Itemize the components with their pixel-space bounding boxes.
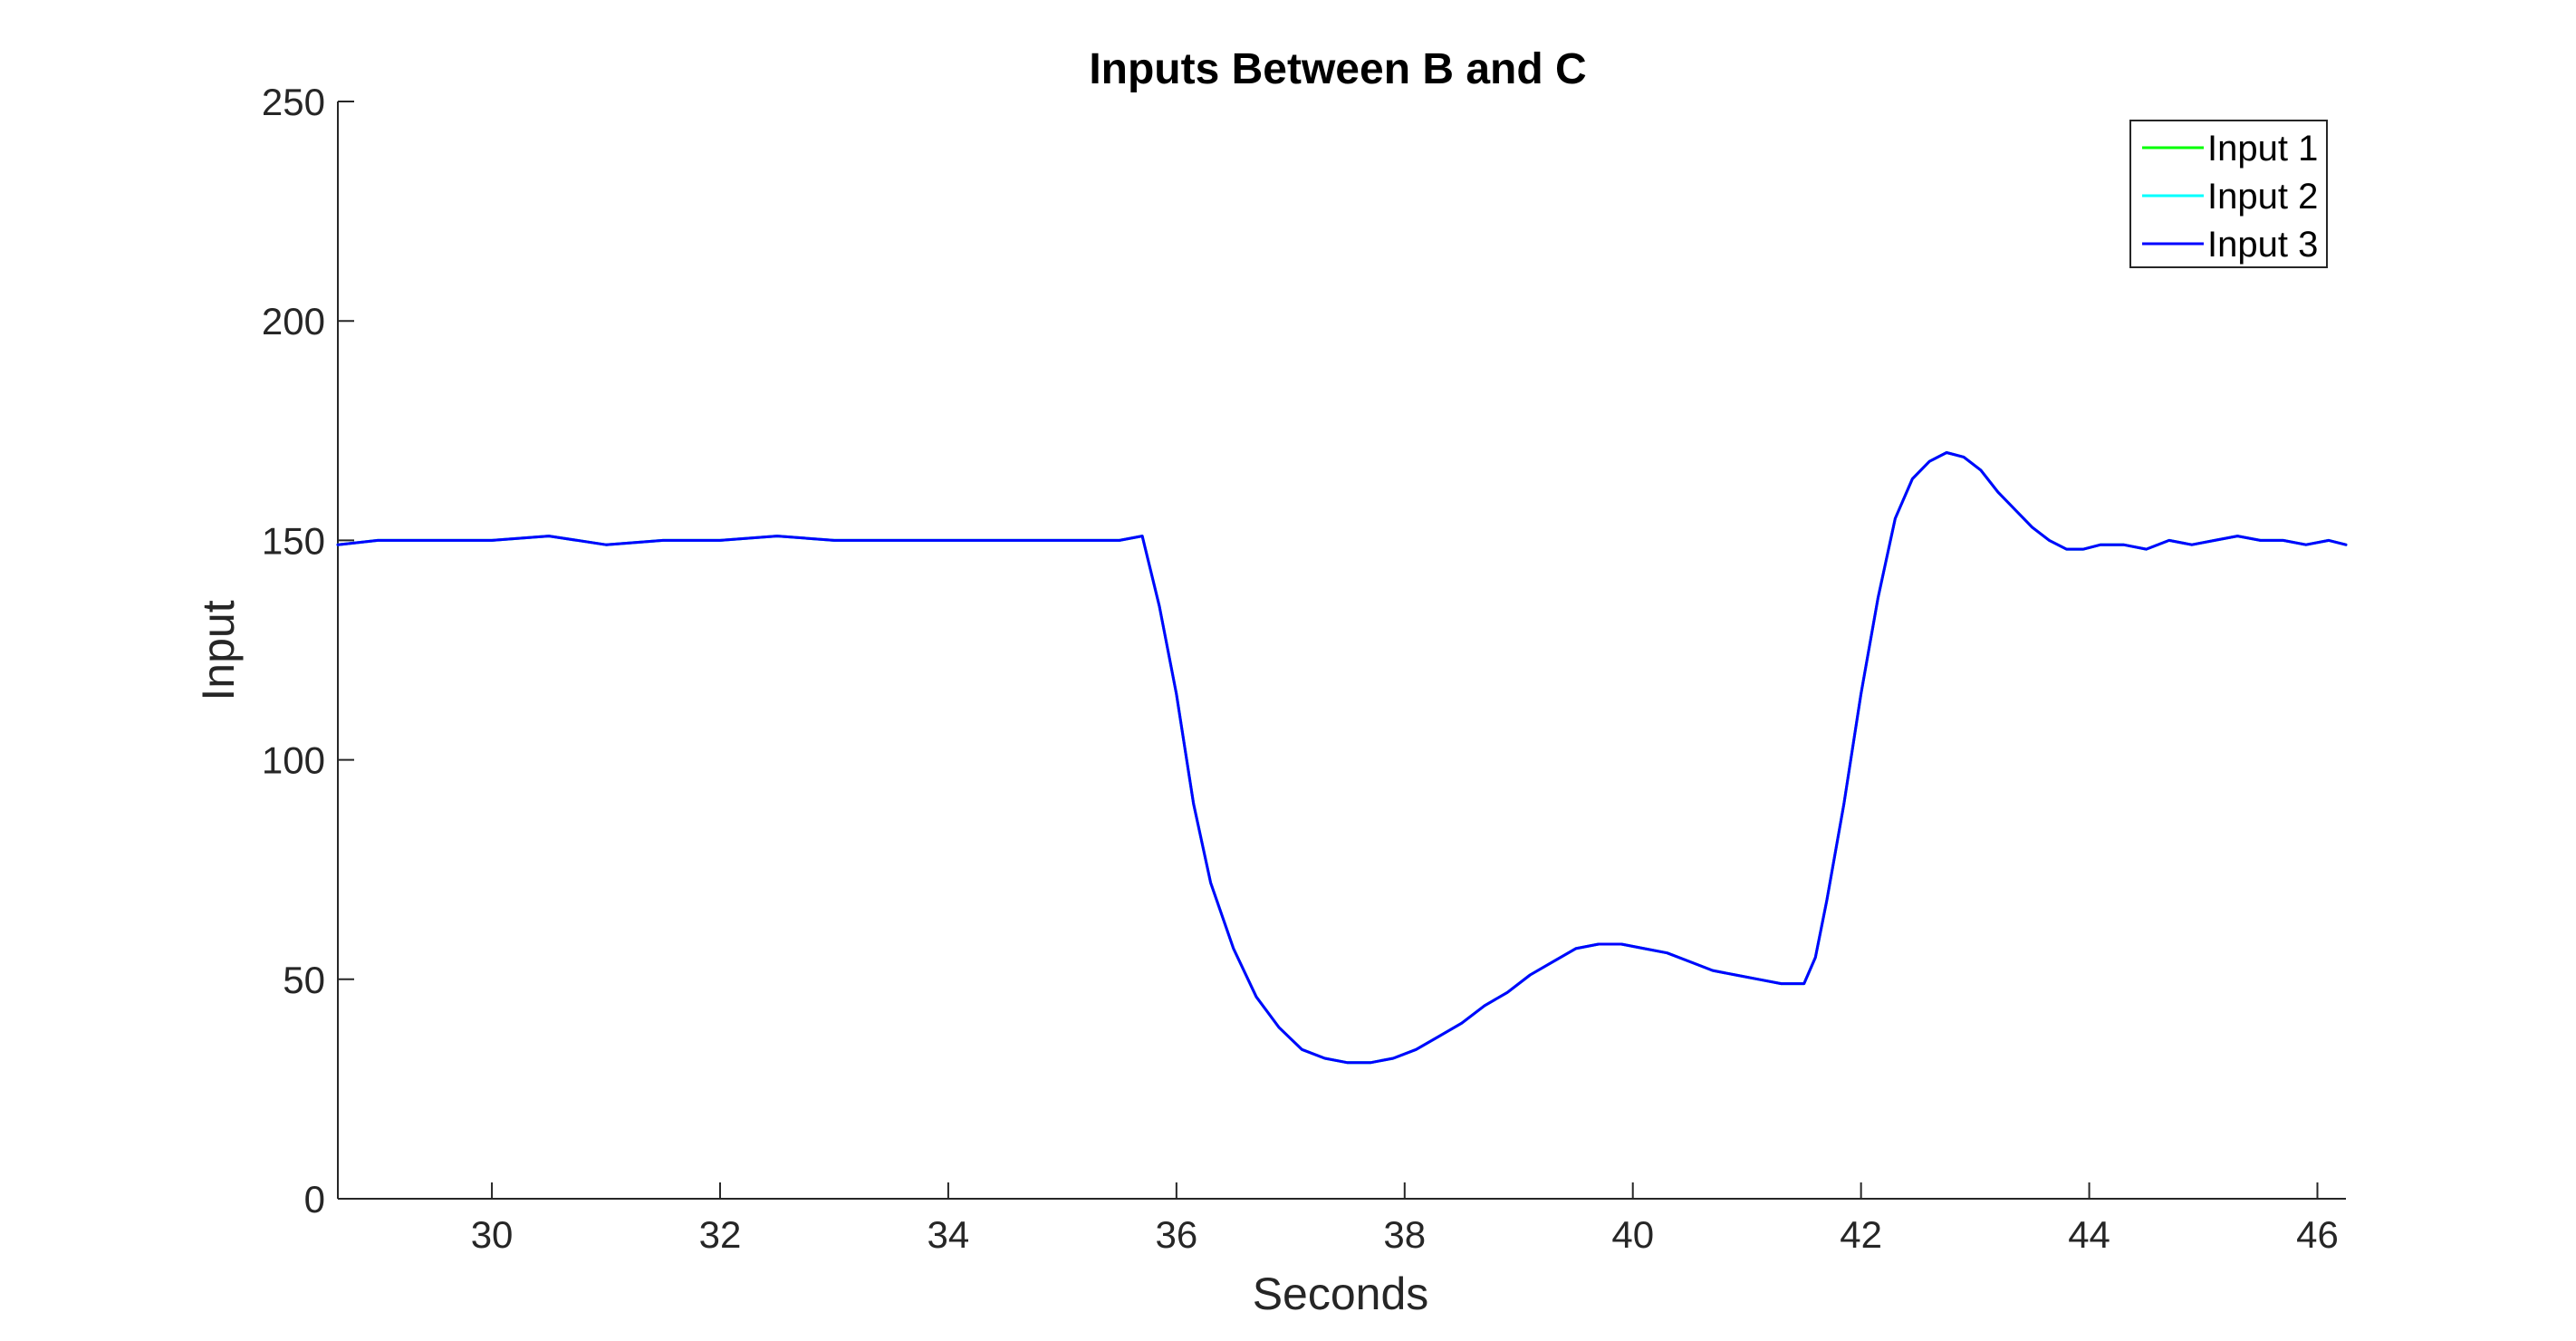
y-axis-ticks: 0 50 100 150 200 250 [262, 81, 354, 1220]
x-tick-label: 46 [2296, 1213, 2339, 1256]
legend-label: Input 2 [2207, 177, 2318, 217]
y-tick-label: 200 [262, 300, 325, 342]
legend-label: Input 3 [2207, 225, 2318, 265]
legend: Input 1 Input 2 Input 3 [2129, 120, 2328, 268]
x-axis-label: Seconds [1253, 1269, 1429, 1319]
x-axis-ticks: 30 32 34 36 38 40 42 44 46 [471, 1182, 2339, 1256]
x-tick-label: 32 [699, 1213, 742, 1256]
y-tick-label: 250 [262, 81, 325, 123]
y-tick-label: 150 [262, 519, 325, 562]
x-tick-label: 34 [928, 1213, 970, 1256]
y-axis-label: Input [193, 600, 244, 700]
y-tick-label: 100 [262, 739, 325, 782]
series-layer [336, 451, 2348, 1065]
legend-box [2129, 120, 2328, 268]
x-tick-label: 36 [1155, 1213, 1197, 1256]
plot-area [337, 101, 2346, 1200]
x-tick-label: 44 [2068, 1213, 2110, 1256]
x-tick-label: 42 [1840, 1213, 1882, 1256]
x-tick-label: 40 [1611, 1213, 1654, 1256]
chart-title: Inputs Between B and C [1089, 45, 1586, 93]
y-tick-label: 50 [283, 959, 325, 1001]
series-line-3 [336, 451, 2348, 1065]
x-tick-label: 38 [1383, 1213, 1426, 1256]
legend-label: Input 1 [2207, 129, 2318, 169]
legend-entries: Input 1 Input 2 Input 3 [2142, 129, 2318, 265]
y-tick-label: 0 [304, 1178, 325, 1220]
x-tick-label: 30 [471, 1213, 514, 1256]
